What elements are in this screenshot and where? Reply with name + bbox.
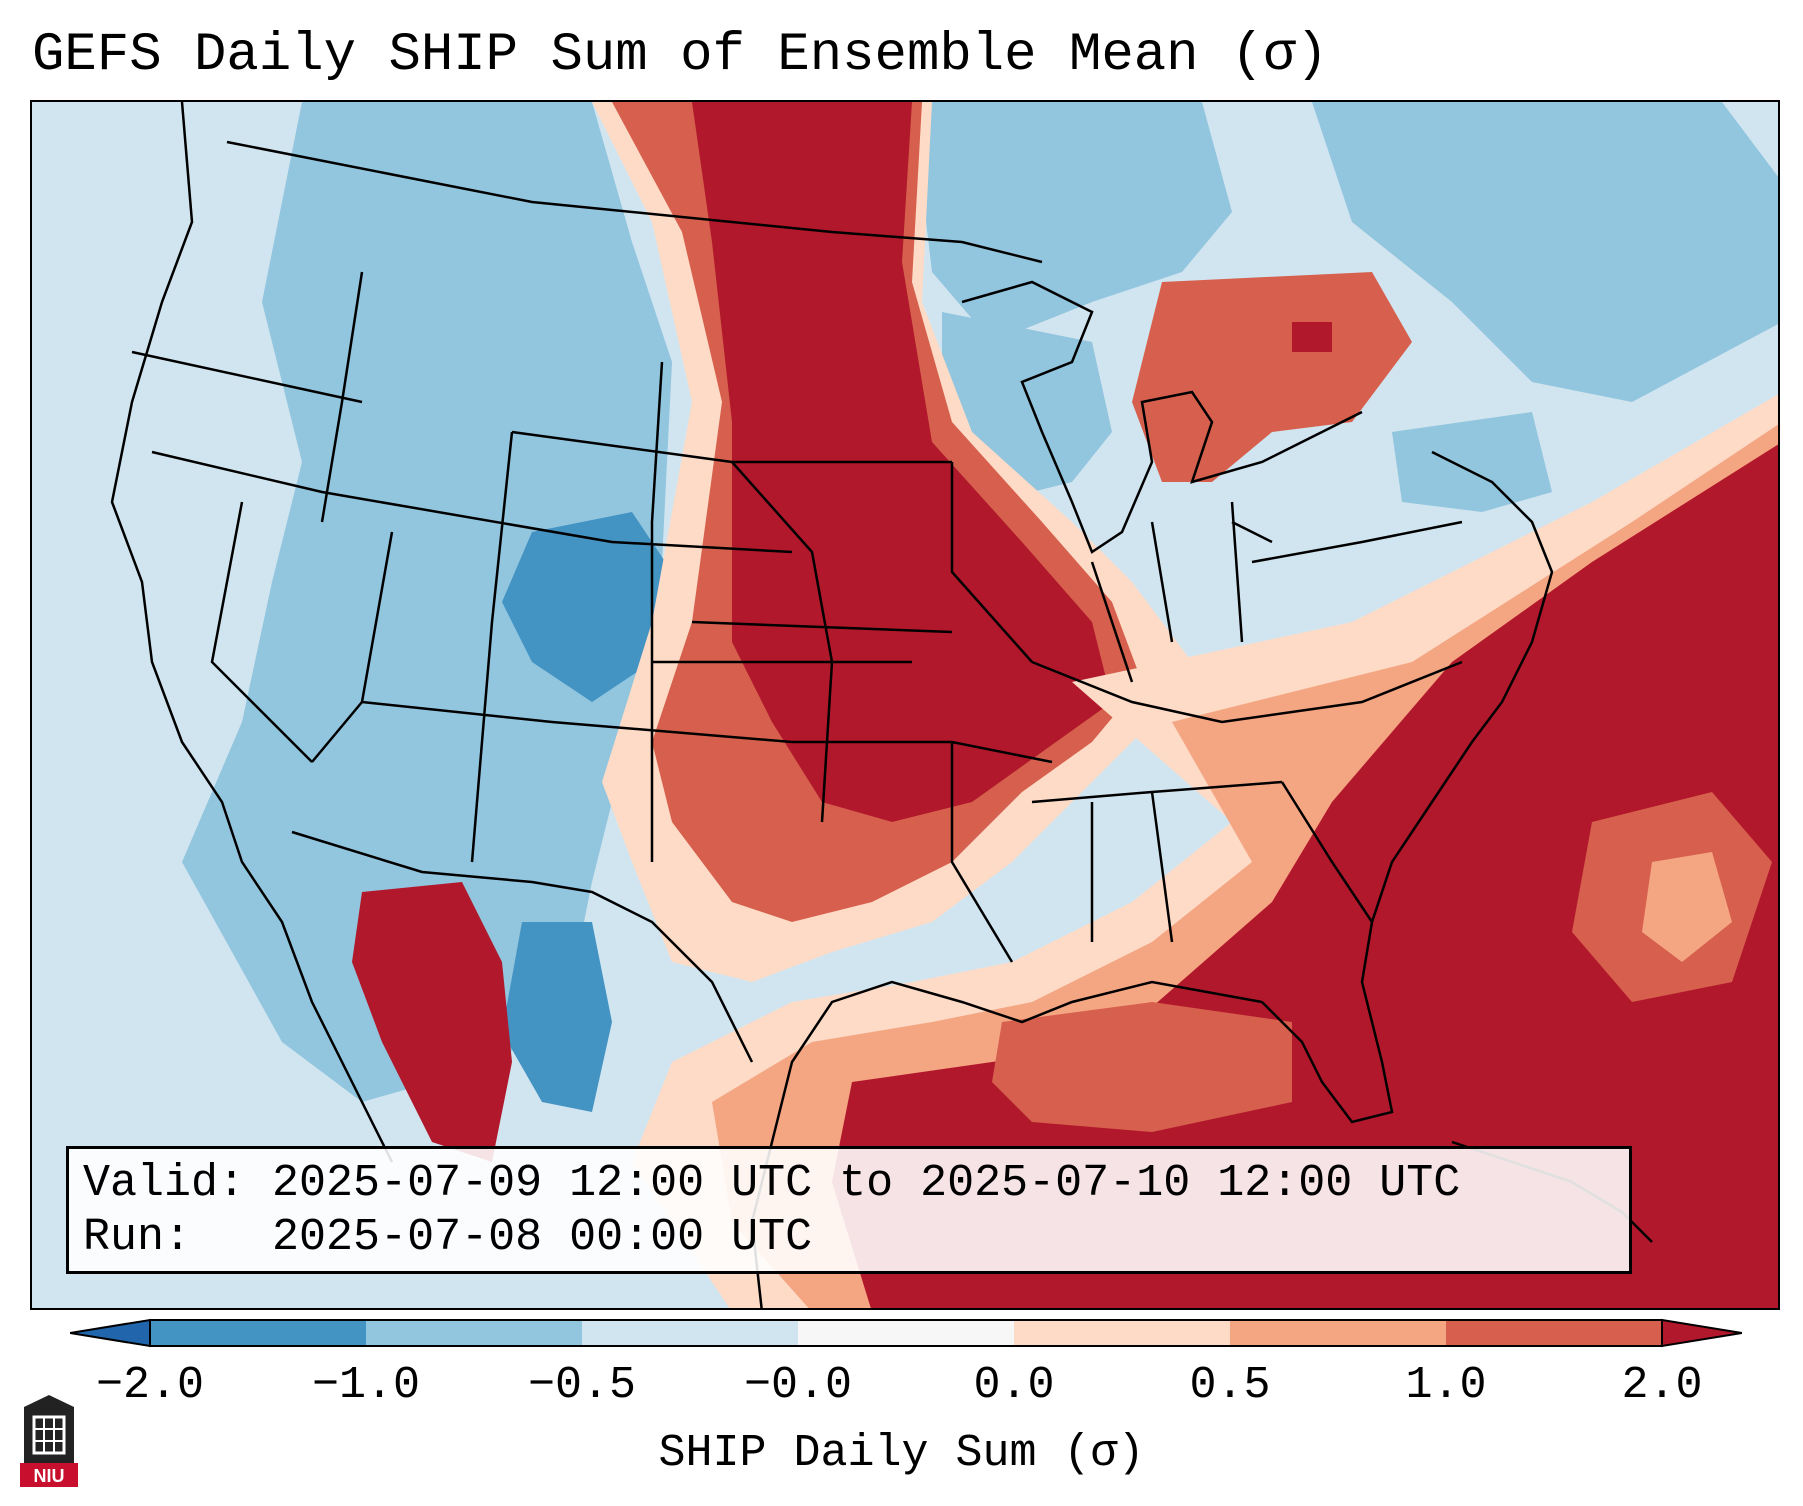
logo-window-lines: [34, 1417, 64, 1453]
run-time: 2025-07-08 00:00 UTC: [272, 1212, 813, 1263]
colorbar-tick-label: 0.0: [973, 1360, 1055, 1411]
valid-time-range: 2025-07-09 12:00 UTC to 2025-07-10 12:00…: [272, 1158, 1461, 1209]
map-title: GEFS Daily SHIP Sum of Ensemble Mean (σ): [32, 25, 1329, 86]
canada-light-blue-area: [912, 102, 1232, 342]
colorbar-under-triangle: [70, 1318, 151, 1348]
michigan-dark-red-spot: [1292, 322, 1332, 352]
colorbar-over-triangle: [1661, 1318, 1742, 1348]
colorbar-bin-4: [798, 1320, 1014, 1346]
logo-text: NIU: [34, 1466, 65, 1486]
mexico-medium-blue-area: [502, 922, 612, 1112]
mexico-dark-red-area: [352, 882, 512, 1162]
east-coastline: [1261, 450, 1554, 1124]
us-mexico-border: [291, 830, 754, 1063]
valid-run-info-box: Valid: 2025-07-09 12:00 UTC to 2025-07-1…: [66, 1146, 1632, 1274]
logo-window-grid: [32, 1415, 66, 1455]
atlantic-light-orange-spot: [1642, 852, 1732, 962]
colorbar-tick-label: −0.5: [527, 1360, 637, 1411]
gulf-orange-area: [992, 1002, 1292, 1132]
niu-logo: NIU: [20, 1395, 78, 1487]
colorbar-bin-6: [1230, 1320, 1446, 1346]
west-coastline: [110, 102, 394, 1163]
run-label: Run:: [83, 1212, 192, 1263]
west-medium-blue-area: [502, 512, 672, 702]
colorbar-outline: [149, 1319, 1663, 1347]
colorbar: [70, 1318, 1742, 1348]
great-lakes-outline: [961, 280, 1363, 554]
colorbar-bin-1: [150, 1320, 366, 1346]
colorbar-tick-label: −0.0: [743, 1360, 853, 1411]
colorbar-bin-3: [582, 1320, 798, 1346]
valid-label: Valid:: [83, 1158, 246, 1209]
colorbar-tick-label: 1.0: [1405, 1360, 1487, 1411]
state-border-lines: [131, 271, 1463, 963]
us-canada-border: [226, 140, 1043, 264]
map-canvas: [32, 102, 1778, 1308]
colorbar-tick-label: 2.0: [1621, 1360, 1703, 1411]
northeast-light-blue-area: [1392, 412, 1552, 512]
colorbar-tick-label: 0.5: [1189, 1360, 1271, 1411]
map-panel: [30, 100, 1780, 1310]
west-light-blue-area: [182, 102, 672, 1102]
canada-east-light-blue-area: [1312, 102, 1778, 402]
colorbar-tick-label: −1.0: [311, 1360, 421, 1411]
colorbar-bin-5: [1014, 1320, 1230, 1346]
colorbar-tick-label: −2.0: [95, 1360, 205, 1411]
logo-band: [20, 1463, 78, 1487]
colorbar-label: SHIP Daily Sum (σ): [658, 1428, 1145, 1479]
colorbar-bin-2: [366, 1320, 582, 1346]
colorbar-bin-7: [1446, 1320, 1662, 1346]
michigan-orange-area: [1132, 272, 1412, 482]
